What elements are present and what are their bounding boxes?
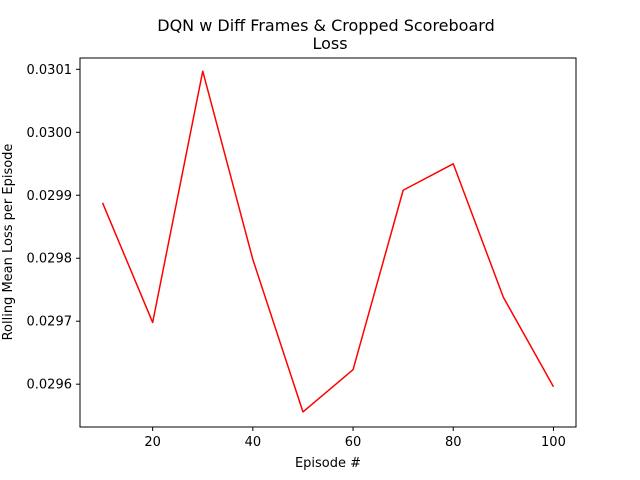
plot-frame — [79, 57, 577, 428]
y-tick-label: 0.0297 — [27, 315, 73, 330]
x-tick-label: 100 — [541, 435, 566, 450]
y-axis-label: Rolling Mean Loss per Episode — [1, 144, 16, 341]
chart-subtitle: Loss — [312, 34, 347, 53]
y-tick-label: 0.0301 — [27, 63, 73, 78]
y-tick-label: 0.0300 — [27, 126, 73, 141]
y-tick-label: 0.0298 — [27, 252, 73, 267]
y-axis-ticks: 0.0296 0.0297 0.0298 0.0299 0.0300 0.0301 — [27, 63, 80, 393]
x-tick-label: 40 — [245, 435, 262, 450]
y-tick-label: 0.0296 — [27, 378, 73, 393]
chart-title: DQN w Diff Frames & Cropped Scoreboard — [157, 16, 494, 35]
series-line-1 — [101, 70, 555, 413]
x-tick-label: 60 — [345, 435, 362, 450]
x-tick-label: 80 — [445, 435, 462, 450]
plot-area — [80, 58, 576, 427]
series-layer — [101, 70, 555, 413]
x-tick-label: 20 — [144, 435, 161, 450]
y-tick-label: 0.0299 — [27, 189, 73, 204]
x-axis-ticks: 20 40 60 80 100 — [144, 427, 566, 450]
x-axis-label: Episode # — [295, 456, 361, 471]
